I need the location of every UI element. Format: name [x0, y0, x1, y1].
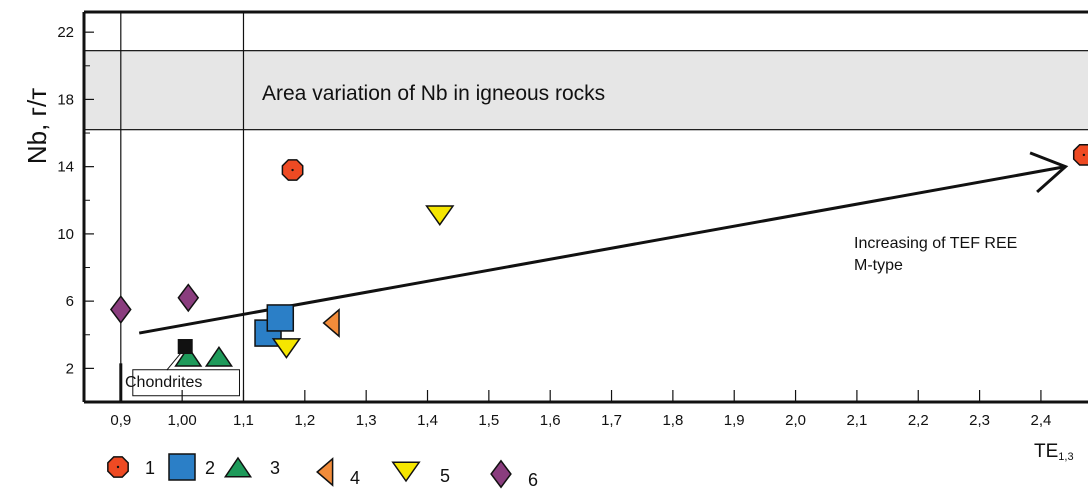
x-tick-label-11: 2,0 [785, 412, 806, 429]
x-tick-label-15: 2,4 [1030, 412, 1051, 429]
legend-label-2: 2 [205, 458, 215, 478]
x-tick-label-2: 1,1 [233, 412, 254, 429]
legend-label-5: 5 [440, 466, 450, 486]
y-tick-label-1: 6 [66, 293, 74, 310]
x-tick-label-1: 1,00 [168, 412, 197, 429]
y-tick-label-5: 22 [57, 24, 74, 41]
legend: 1 2 3 4 5 6 [107, 453, 538, 490]
x-tick-label-3: 1,2 [294, 412, 315, 429]
x-tick-label-12: 2,1 [846, 412, 867, 429]
axis-ticks: 0,9 1,00 1,1 1,2 1,3 1,4 1,5 1,6 1,7 1,8 1,9 2,0 2,1… [57, 24, 1051, 429]
chart-text: Nb, г/т TE1,3 Area variation of Nb in ig… [22, 82, 1074, 463]
x-tick-label-10: 1,9 [724, 412, 745, 429]
legend-marker-6 [490, 459, 512, 489]
point-series-3-1 [204, 345, 234, 367]
legend-label-3: 3 [270, 458, 280, 478]
x-tick-label-8: 1,7 [601, 412, 622, 429]
point-series-6-0 [109, 295, 132, 324]
y-tick-label-0: 2 [66, 360, 74, 377]
trend-label-line-1: Increasing of TEF REE [854, 235, 1017, 252]
point-series-chondrite-0 [177, 339, 193, 355]
legend-marker-1-dot [116, 465, 120, 469]
x-tick-label-7: 1,6 [540, 412, 561, 429]
chondrites-label: Chondrites [125, 374, 202, 391]
point-series-3-0 [174, 345, 203, 367]
x-tick-label-6: 1,5 [478, 412, 499, 429]
point-series-1-0-dot [291, 168, 294, 172]
point-series-4-0 [322, 308, 340, 338]
legend-label-6: 6 [528, 470, 538, 490]
x-tick-label-9: 1,8 [662, 412, 683, 429]
x-tick-label-0: 0,9 [110, 412, 131, 429]
nb-variation-band-rect [83, 50, 1088, 131]
data-points [109, 143, 1088, 367]
plot-frame [82, 10, 1088, 404]
x-axis-label-main: TE [1034, 441, 1058, 462]
point-series-6-1 [177, 283, 200, 313]
y-tick-label-2: 10 [57, 226, 74, 243]
nb-variation-band [83, 50, 1088, 131]
x-axis-label: TE1,3 [1034, 441, 1074, 463]
legend-label-1: 1 [145, 458, 155, 478]
trend-arrow-head [1029, 151, 1069, 194]
chondrites-leader [166, 351, 183, 371]
trend-label-line-2: M-type [854, 257, 903, 274]
legend-marker-2 [168, 453, 196, 481]
y-tick-label-4: 18 [57, 91, 74, 108]
point-series-5-0 [271, 338, 302, 359]
x-tick-label-13: 2,2 [908, 412, 929, 429]
point-series-2-1 [266, 304, 295, 332]
legend-label-4: 4 [350, 468, 360, 488]
y-axis-label: Nb, г/т [22, 88, 52, 164]
x-tick-label-4: 1,3 [356, 412, 377, 429]
x-tick-label-5: 1,4 [417, 412, 438, 429]
y-tick-label-3: 14 [57, 159, 74, 176]
point-series-1-1 [1072, 143, 1088, 166]
x-tick-label-14: 2,3 [969, 412, 990, 429]
point-series-1-1-dot [1082, 153, 1086, 157]
band-label: Area variation of Nb in igneous rocks [262, 82, 605, 105]
legend-marker-4 [316, 457, 334, 487]
legend-marker-5 [391, 461, 421, 483]
legend-marker-3 [223, 456, 253, 478]
x-axis-label-subscript: 1,3 [1058, 451, 1073, 463]
chondrites-box [132, 369, 240, 397]
point-series-5-1 [425, 205, 455, 227]
